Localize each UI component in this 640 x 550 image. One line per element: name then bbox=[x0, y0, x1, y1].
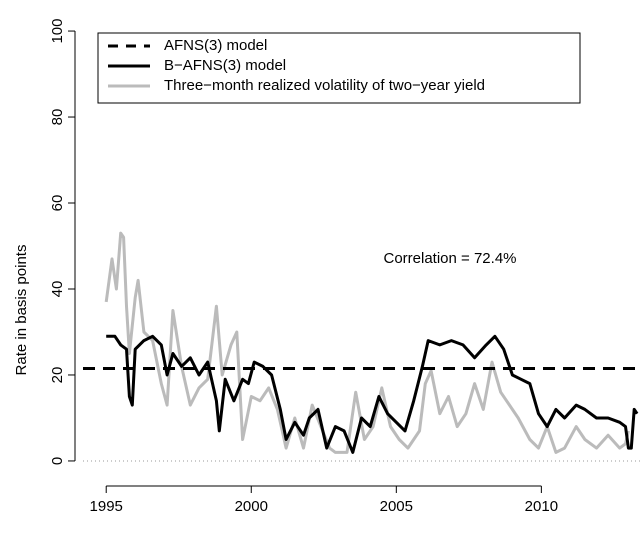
y-tick-label: 60 bbox=[49, 195, 66, 212]
legend-label: Three−month realized volatility of two−y… bbox=[164, 77, 485, 94]
y-axis-label: Rate in basis points bbox=[13, 245, 30, 376]
annotation: Correlation = 72.4% bbox=[384, 250, 517, 267]
series-line bbox=[106, 334, 639, 454]
legend-label: B−AFNS(3) model bbox=[164, 57, 286, 74]
x-tick-label: 2005 bbox=[380, 498, 413, 515]
y-tick-label: 40 bbox=[49, 281, 66, 298]
y-tick-label: 0 bbox=[49, 457, 66, 465]
x-tick-label: 1995 bbox=[90, 498, 123, 515]
x-tick-label: 2010 bbox=[525, 498, 558, 515]
y-tick-label: 80 bbox=[49, 109, 66, 126]
x-tick-label: 2000 bbox=[235, 498, 268, 515]
series-line bbox=[104, 231, 630, 454]
y-tick-label: 20 bbox=[49, 367, 66, 384]
y-tick-label: 100 bbox=[49, 19, 66, 44]
legend-box bbox=[97, 32, 581, 104]
legend-label: AFNS(3) model bbox=[164, 37, 267, 54]
